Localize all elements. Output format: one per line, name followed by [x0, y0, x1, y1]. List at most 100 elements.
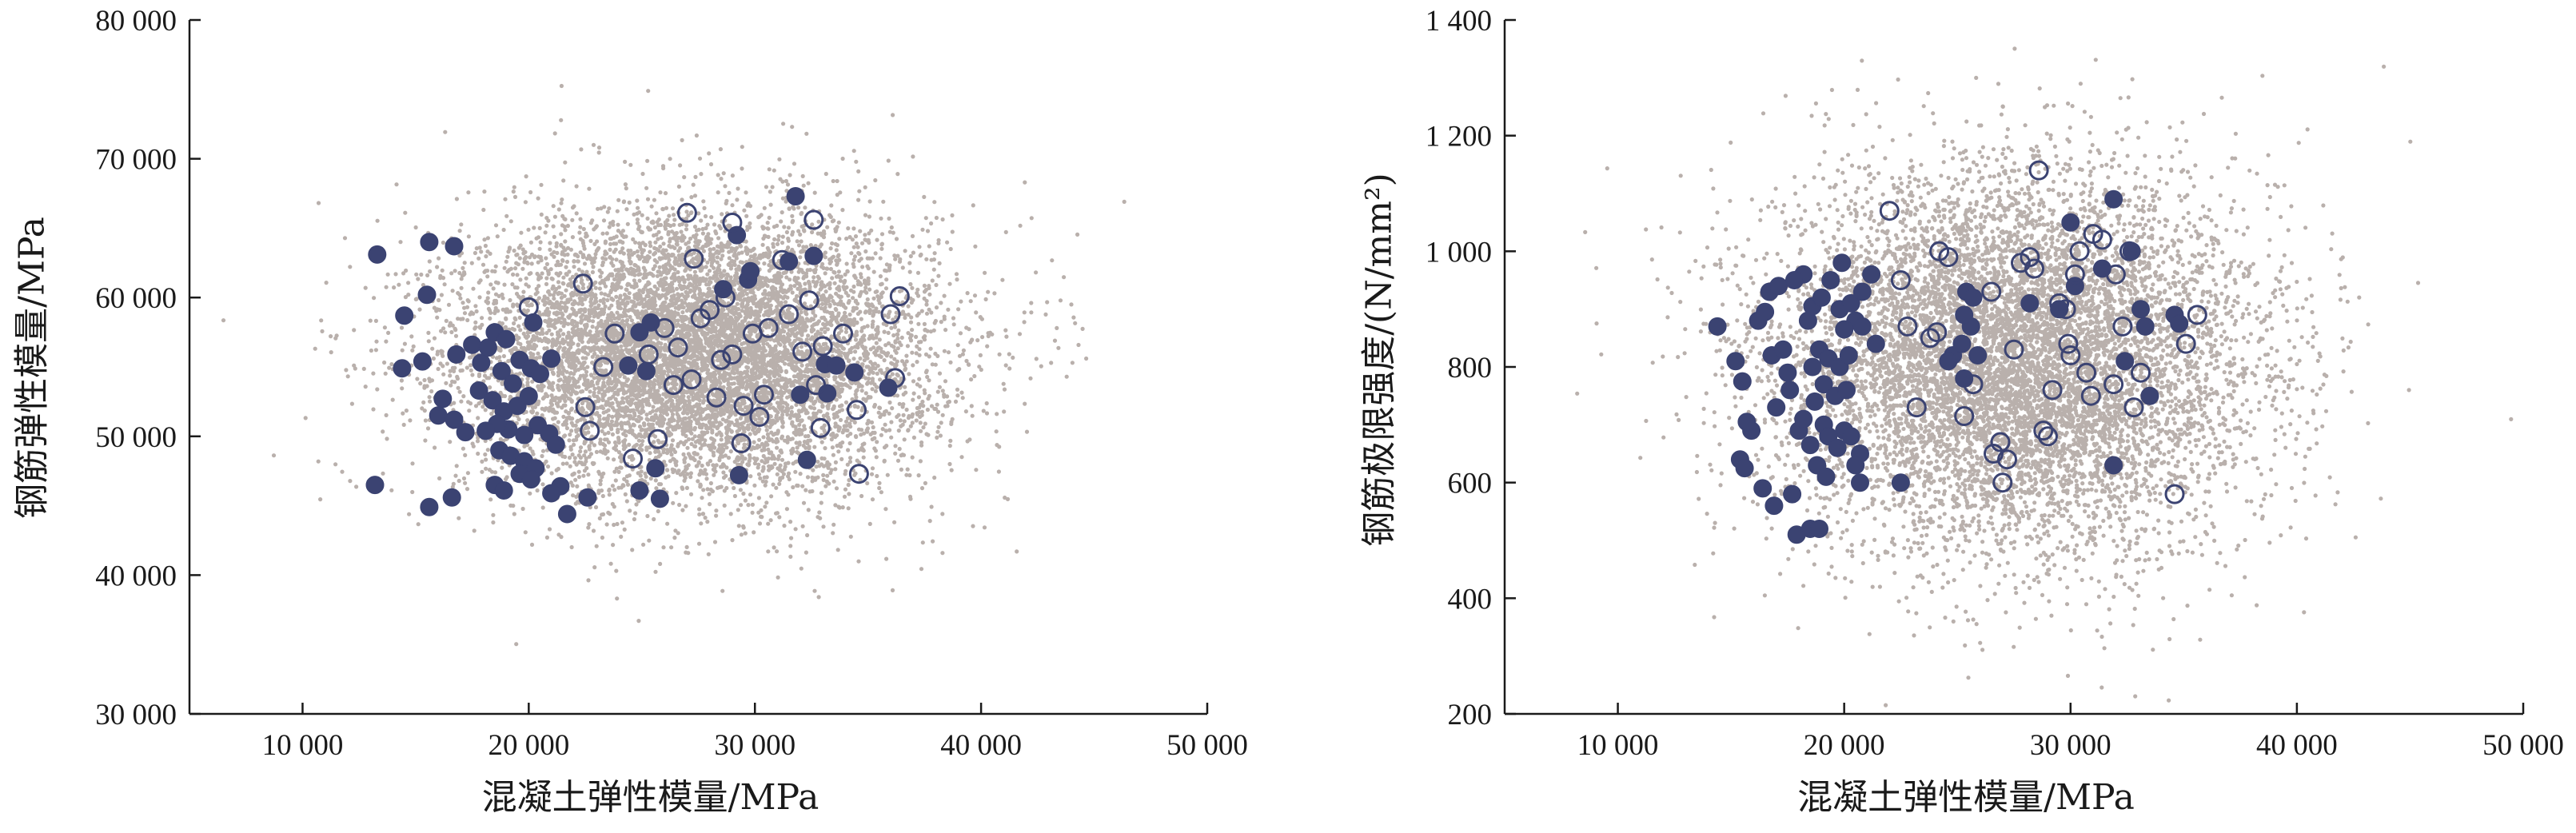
cloud-point	[272, 453, 276, 457]
cloud-point	[745, 462, 749, 466]
cloud-point	[807, 508, 811, 512]
cloud-point	[455, 464, 459, 468]
cloud-point	[719, 432, 723, 436]
cloud-point	[481, 405, 484, 409]
cloud-point	[830, 276, 834, 280]
cloud-point	[974, 310, 978, 314]
cloud-point	[385, 436, 389, 440]
cloud-point	[891, 113, 895, 117]
cloud-point	[576, 259, 580, 263]
cloud-point	[531, 405, 535, 409]
cloud-point	[568, 464, 572, 468]
cloud-point	[998, 353, 1002, 357]
cloud-point	[568, 432, 572, 436]
cloud-point	[873, 403, 877, 407]
cloud-point	[761, 292, 765, 296]
cloud-point	[906, 468, 910, 472]
cloud-point	[599, 479, 603, 483]
cloud-point	[788, 520, 792, 524]
cloud-point	[628, 201, 632, 205]
cloud-point	[744, 499, 748, 503]
cloud-point	[517, 245, 521, 249]
cloud-point	[860, 389, 864, 393]
cloud-point	[769, 494, 773, 498]
cloud-point	[512, 512, 516, 516]
cloud-point	[381, 429, 385, 433]
cloud-point	[895, 351, 899, 355]
cloud-point	[805, 533, 809, 537]
cloud-point	[727, 250, 731, 254]
cloud-point	[556, 532, 560, 536]
cloud-point	[780, 210, 784, 214]
cloud-point	[417, 522, 421, 526]
cloud-point	[386, 331, 390, 335]
cloud-point	[668, 394, 672, 398]
cloud-point	[621, 229, 625, 233]
cloud-point	[847, 483, 851, 487]
cloud-point	[547, 272, 551, 276]
cloud-point	[791, 290, 795, 294]
cloud-point	[410, 461, 414, 465]
cloud-point	[509, 267, 513, 271]
cloud-point	[788, 277, 792, 281]
cloud-point	[705, 520, 709, 524]
cloud-point	[670, 416, 674, 420]
cloud-point	[885, 262, 889, 266]
cloud-point	[684, 504, 688, 508]
cloud-point	[563, 161, 567, 165]
cloud-point	[776, 511, 780, 515]
cloud-point	[382, 361, 386, 365]
cloud-point	[654, 478, 658, 482]
cloud-point	[688, 237, 692, 241]
cloud-point	[731, 173, 735, 177]
cloud-point	[902, 413, 906, 417]
cloud-point	[398, 240, 402, 244]
cloud-point	[899, 468, 903, 472]
cloud-point	[852, 149, 856, 153]
cloud-point	[926, 397, 930, 401]
cloud-point	[905, 359, 909, 363]
cloud-point	[807, 181, 811, 185]
cloud-point	[811, 384, 815, 388]
cloud-point	[679, 229, 683, 233]
cloud-point	[835, 415, 839, 419]
cloud-point	[406, 281, 410, 285]
cloud-point	[626, 249, 630, 253]
cloud-point	[757, 472, 761, 476]
cloud-point	[658, 385, 662, 389]
cloud-point	[720, 253, 724, 257]
cloud-point	[707, 552, 711, 556]
cloud-point	[927, 244, 931, 248]
cloud-point	[350, 402, 354, 406]
cloud-point	[907, 313, 911, 317]
cloud-point	[509, 219, 513, 223]
cloud-point	[1003, 329, 1007, 333]
cloud-point	[723, 184, 727, 188]
cloud-point	[677, 185, 681, 189]
cloud-point	[959, 391, 963, 395]
cloud-point	[884, 557, 888, 561]
cloud-point	[335, 333, 339, 337]
cloud-point	[611, 502, 615, 506]
cloud-point	[935, 430, 939, 434]
cloud-point	[587, 187, 591, 191]
cloud-point	[550, 277, 554, 281]
cloud-point	[729, 512, 733, 516]
cloud-point	[788, 544, 792, 548]
cloud-point	[685, 446, 689, 450]
cloud-point	[970, 404, 974, 408]
cloud-point	[858, 310, 862, 314]
cloud-point	[839, 457, 843, 461]
cloud-point	[538, 355, 542, 359]
cloud-point	[635, 443, 639, 447]
cloud-point	[874, 251, 878, 255]
cloud-point	[658, 265, 662, 269]
cloud-point	[723, 504, 727, 508]
cloud-point	[714, 514, 718, 518]
cloud-point	[502, 354, 506, 358]
cloud-point	[616, 223, 620, 227]
cloud-point	[674, 460, 678, 464]
cloud-point	[600, 256, 604, 260]
cloud-point	[628, 163, 632, 167]
cloud-point	[768, 189, 772, 193]
